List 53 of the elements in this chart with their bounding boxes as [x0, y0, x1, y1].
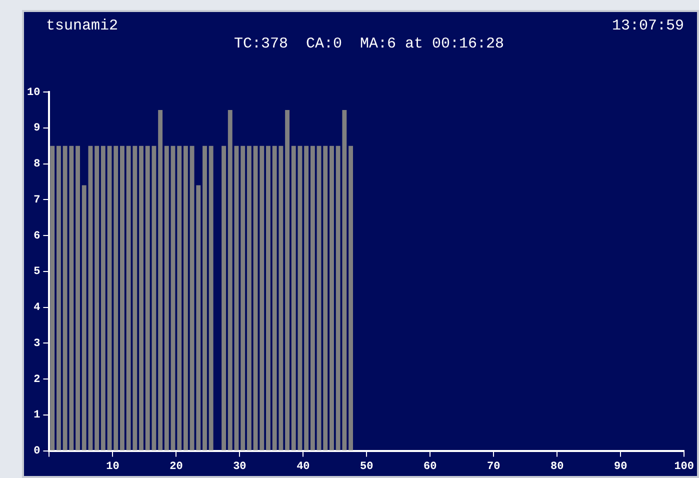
bar [304, 146, 309, 450]
bar [139, 146, 144, 450]
x-tick-label: 80 [550, 461, 564, 474]
bar [94, 146, 100, 450]
y-tick-label: 3 [34, 338, 41, 350]
y-tick-label: 0 [34, 446, 40, 458]
bar [56, 146, 61, 450]
y-tick-label: 9 [34, 122, 40, 135]
bar [330, 146, 334, 450]
bar [183, 146, 188, 450]
x-tick-label: 10 [106, 461, 120, 474]
y-tick-label: 10 [27, 86, 40, 99]
bar [298, 146, 302, 450]
chart-subtitle: TC:378 CA:0 MA:6 at 00:16:28 [234, 35, 504, 52]
bar [100, 146, 106, 450]
y-tick-label: 2 [34, 374, 40, 386]
x-tick-label: 50 [360, 461, 374, 474]
bar [170, 146, 176, 450]
chart-title: tsunami2 [46, 17, 118, 34]
bar [228, 110, 232, 450]
x-tick-label: 90 [614, 461, 628, 474]
x-tick-label: 20 [170, 461, 183, 474]
x-tick-label: 30 [233, 461, 246, 474]
bar [208, 146, 214, 450]
bar [76, 146, 80, 450]
bar [50, 146, 55, 450]
x-tick-label: 100 [674, 461, 694, 474]
bar [120, 146, 124, 450]
x-tick-label: 60 [424, 461, 437, 474]
text: 13:07:59 [612, 17, 684, 34]
bar [266, 146, 270, 450]
bar [348, 146, 353, 450]
bar [240, 146, 246, 450]
y-tick-label: 8 [34, 158, 41, 171]
bar [114, 146, 118, 450]
bar [310, 146, 315, 450]
bar [164, 146, 169, 450]
x-tick-label: 70 [487, 461, 500, 474]
y-tick-label: 6 [34, 230, 40, 242]
y-tick-label: 5 [34, 266, 41, 278]
y-tick-label: 1 [34, 410, 41, 422]
x-tick-label: 40 [296, 461, 310, 474]
bar [107, 146, 112, 450]
bar [222, 146, 226, 450]
bar [246, 146, 252, 450]
bar [234, 146, 239, 450]
y-tick-label: 7 [34, 194, 40, 206]
y-tick-label: 4 [34, 302, 41, 314]
bar [158, 110, 163, 450]
bar [177, 146, 182, 450]
bar [202, 146, 207, 450]
bar [291, 146, 296, 450]
bar [285, 110, 290, 450]
